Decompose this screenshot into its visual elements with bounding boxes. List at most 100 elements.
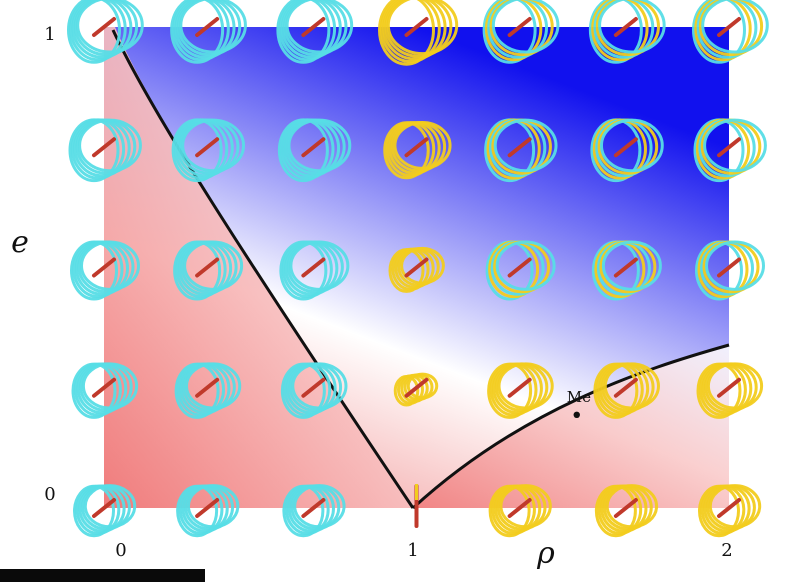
orbit-core (717, 137, 741, 158)
orbit-glyph-4-3 (484, 118, 558, 183)
orbit-ring (495, 240, 556, 291)
orbit-ring (489, 0, 554, 57)
orbit-ring (291, 362, 348, 410)
orbit-ring (80, 240, 140, 291)
orbit-glyph-1-4 (170, 0, 247, 64)
orbit-ring (285, 0, 354, 54)
orbit-ring (484, 0, 543, 62)
orbit-glyph-2-0 (282, 484, 346, 538)
orbit-ring (599, 118, 664, 173)
orbit-glyph-0-4 (67, 0, 144, 64)
orbit-core (92, 257, 116, 278)
orbit-glyph-4-1 (487, 362, 554, 419)
boundary-curve (111, 29, 730, 510)
orbit-ring (280, 0, 342, 59)
orbit-ring (406, 372, 439, 400)
orbit-glyph-6-2 (695, 240, 765, 301)
orbit-ring (73, 0, 139, 57)
orbit-ring (186, 484, 240, 529)
orbit-ring (698, 0, 764, 57)
y-tick-label-1: 1 (44, 24, 55, 45)
orbit-core (195, 377, 220, 398)
orbit-glyph-3-4 (378, 0, 459, 66)
boundary-left (111, 29, 415, 509)
orbit-ring (603, 362, 660, 410)
orbit-glyphs (67, 0, 769, 538)
y-axis-label: e (11, 225, 29, 260)
orbit-core (195, 17, 220, 37)
low-region-right (413, 345, 729, 508)
orbit-ring (708, 484, 762, 529)
orbit-ring (293, 484, 346, 529)
orbit-ring (185, 362, 242, 410)
axis-labels: Me 0 1 2 0 1 ρ e (11, 24, 733, 571)
orbit-ring (76, 0, 144, 54)
orbit-glyph-1-1 (174, 362, 242, 419)
orbit-ring (499, 484, 552, 529)
orbit-glyph-5-0 (594, 484, 659, 538)
boundary-right (411, 343, 730, 510)
orbit-glyph-4-2 (485, 240, 556, 301)
orbit-ring (692, 0, 746, 64)
orbit-core (92, 377, 116, 398)
orbit-core (613, 377, 638, 398)
annotation-label: Me (567, 388, 591, 406)
orbit-core (507, 498, 532, 518)
y-tick-label-0: 0 (44, 484, 55, 505)
orbit-glyph-0-0 (73, 484, 137, 538)
orbit-core (507, 17, 532, 37)
orbit-core (92, 498, 116, 518)
orbit-core (507, 137, 532, 158)
orbit-core (195, 257, 220, 278)
orbit-ring (706, 362, 764, 410)
orbit-ring (593, 0, 655, 59)
orbit-ring (701, 0, 769, 54)
orbit-glyph-3-1 (393, 372, 439, 407)
orbit-ring (605, 484, 659, 529)
orbit-ring (694, 0, 752, 62)
orbit-core (717, 17, 741, 37)
orbit-ring (482, 0, 537, 64)
orbit-glyph-6-0 (698, 484, 762, 538)
orbit-core (717, 257, 741, 278)
orbit-ring (393, 121, 452, 170)
orbit-glyph-0-1 (71, 362, 139, 419)
x-tick-label-2: 2 (721, 540, 732, 561)
orbit-core (404, 17, 429, 37)
orbit-ring (598, 0, 666, 54)
orbit-ring (591, 0, 649, 62)
orbit-ring (69, 0, 127, 62)
orbit-core (301, 498, 326, 518)
annotation-point (573, 411, 580, 418)
orbit-ring (174, 0, 236, 59)
orbit-ring (181, 118, 246, 173)
orbit-glyph-2-2 (279, 240, 350, 301)
orbit-core (404, 257, 429, 278)
orbit-glyph-0-2 (70, 240, 140, 301)
orbit-glyph-2-1 (280, 362, 348, 419)
orbit-glyph-5-3 (590, 118, 664, 183)
x-axis-label: ρ (536, 536, 555, 571)
orbit-ring (179, 0, 247, 54)
orbit-glyph-3-3 (383, 121, 452, 180)
orbit-ring (71, 0, 133, 59)
orbit-ring (595, 0, 660, 57)
orbit-core (301, 257, 326, 278)
orbit-core (507, 257, 532, 278)
orbit-core (301, 137, 326, 158)
orbit-ring (386, 0, 459, 56)
orbit-ring (491, 0, 560, 54)
orbit-glyph-0-3 (68, 118, 142, 183)
orbit-ring (703, 118, 767, 173)
orbit-core (195, 137, 220, 158)
orbit-ring (183, 240, 244, 291)
orbit-ring (487, 0, 549, 59)
orbit-glyph-5-2 (591, 240, 662, 301)
orbit-core (404, 137, 429, 158)
orbit-ring (601, 240, 662, 291)
orbit-glyph-4-0 (488, 484, 552, 538)
orbit-ring (287, 118, 352, 173)
orbit-ring (170, 0, 225, 64)
orbit-core (507, 377, 532, 398)
orbit-ring (172, 0, 230, 62)
